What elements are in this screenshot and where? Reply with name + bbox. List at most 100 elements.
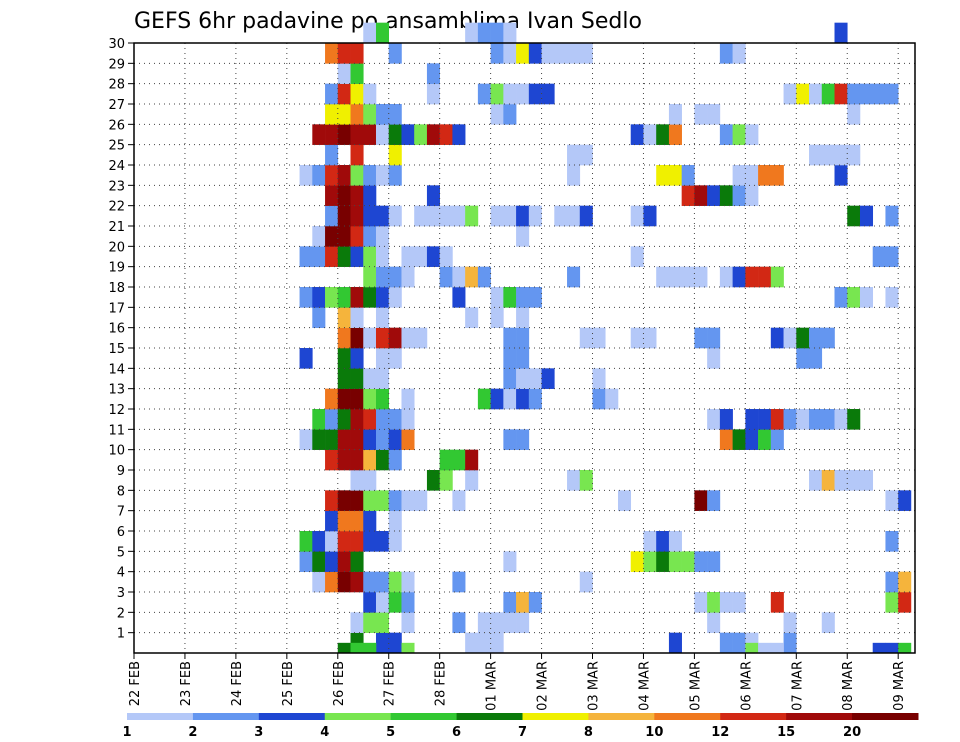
x-tick-label: 28 FEB bbox=[434, 661, 449, 706]
heatmap-cell bbox=[770, 429, 784, 450]
colorbar-segment bbox=[390, 713, 458, 720]
heatmap-cell bbox=[350, 63, 364, 84]
heatmap-cell bbox=[401, 642, 415, 654]
y-tick-label: 18 bbox=[108, 281, 125, 296]
heatmap-cell bbox=[477, 266, 491, 288]
colorbar-segment bbox=[127, 713, 194, 720]
y-tick-label: 26 bbox=[108, 118, 125, 133]
heatmap-cell bbox=[885, 287, 899, 308]
heatmap-cell bbox=[503, 368, 517, 389]
y-tick-label: 23 bbox=[108, 179, 125, 194]
heatmap-cell bbox=[732, 43, 746, 64]
heatmap-cell bbox=[859, 83, 874, 105]
y-tick-label: 4 bbox=[117, 566, 125, 581]
y-tick-label: 20 bbox=[108, 240, 125, 255]
heatmap-cell bbox=[745, 429, 759, 450]
heatmap-cell bbox=[375, 307, 390, 328]
heatmap-cell bbox=[388, 165, 402, 186]
heatmap-cell bbox=[503, 104, 517, 125]
heatmap-cell bbox=[477, 388, 491, 410]
x-tick-label: 08 MAR bbox=[841, 661, 856, 711]
heatmap-cell bbox=[375, 165, 390, 186]
heatmap-cell bbox=[337, 642, 351, 654]
heatmap-cell bbox=[592, 327, 606, 349]
heatmap-cell bbox=[503, 83, 517, 105]
colorbar-segment bbox=[852, 713, 919, 720]
heatmap-cell bbox=[516, 348, 530, 369]
heatmap-cell bbox=[375, 226, 390, 247]
heatmap-cell bbox=[796, 348, 810, 369]
heatmap-cell bbox=[694, 266, 708, 288]
heatmap-cell bbox=[490, 612, 504, 633]
heatmap-cell bbox=[516, 83, 530, 105]
heatmap-cell bbox=[299, 551, 313, 572]
heatmap-cell bbox=[337, 124, 351, 145]
heatmap-cell bbox=[388, 490, 402, 511]
heatmap-cell bbox=[528, 205, 542, 227]
colorbar-label: 7 bbox=[518, 725, 527, 740]
heatmap-cell bbox=[516, 612, 530, 633]
heatmap-cell bbox=[325, 205, 339, 227]
heatmap-cell bbox=[350, 571, 364, 593]
heatmap-cell bbox=[732, 165, 746, 186]
heatmap-cell bbox=[375, 612, 390, 633]
colorbar-label: 12 bbox=[711, 725, 729, 740]
heatmap-cell bbox=[401, 409, 415, 430]
heatmap-cell bbox=[885, 83, 899, 105]
colorbar-segment bbox=[654, 713, 721, 720]
heatmap-cell bbox=[465, 266, 479, 288]
heatmap-cell bbox=[528, 368, 542, 389]
heatmap-cell bbox=[325, 104, 339, 125]
heatmap-cell bbox=[299, 287, 313, 308]
heatmap-cell bbox=[350, 205, 364, 227]
heatmap-cell bbox=[388, 571, 402, 593]
heatmap-cell bbox=[579, 144, 593, 166]
heatmap-cell bbox=[516, 307, 530, 328]
heatmap-cell bbox=[528, 43, 542, 64]
y-tick-label: 29 bbox=[108, 57, 125, 72]
heatmap-cell bbox=[350, 144, 364, 166]
heatmap-cell bbox=[732, 632, 746, 654]
heatmap-cell bbox=[414, 124, 428, 145]
heatmap-cell bbox=[490, 22, 504, 44]
heatmap-cell bbox=[375, 429, 390, 450]
heatmap-cell bbox=[375, 490, 390, 511]
heatmap-cell bbox=[401, 612, 415, 633]
heatmap-cell bbox=[426, 470, 440, 491]
heatmap-cell bbox=[426, 63, 440, 84]
heatmap-cell bbox=[668, 531, 682, 552]
colorbar-label: 10 bbox=[645, 725, 663, 740]
heatmap-cell bbox=[770, 642, 784, 654]
heatmap-cell bbox=[375, 287, 390, 308]
heatmap-cell bbox=[579, 205, 593, 227]
heatmap-cell bbox=[414, 327, 428, 349]
heatmap-cell bbox=[350, 327, 364, 349]
heatmap-cell bbox=[325, 165, 339, 186]
heatmap-cell bbox=[477, 632, 491, 654]
heatmap-cell bbox=[426, 205, 440, 227]
heatmap-cell bbox=[325, 409, 339, 430]
heatmap-cell bbox=[783, 409, 797, 430]
heatmap-cell bbox=[350, 510, 364, 532]
heatmap-cell bbox=[350, 388, 364, 410]
heatmap-cell bbox=[643, 205, 657, 227]
heatmap-cell bbox=[363, 165, 377, 186]
heatmap-cell bbox=[872, 83, 886, 105]
heatmap-cell bbox=[579, 470, 593, 491]
heatmap-cell bbox=[452, 124, 466, 145]
heatmap-cell bbox=[490, 307, 504, 328]
heatmap-cell bbox=[477, 22, 491, 44]
heatmap-cell bbox=[388, 531, 402, 552]
heatmap-cell bbox=[554, 43, 568, 64]
heatmap-cell bbox=[834, 165, 848, 186]
heatmap-cell bbox=[567, 144, 581, 166]
colorbar-segment bbox=[588, 713, 655, 720]
x-tick-label: 01 MAR bbox=[485, 661, 500, 711]
heatmap-cell bbox=[541, 43, 555, 64]
heatmap-cell bbox=[630, 327, 644, 349]
heatmap-cell bbox=[325, 226, 339, 247]
colorbar-label: 20 bbox=[843, 725, 861, 740]
heatmap-cell bbox=[503, 592, 517, 613]
heatmap-cell bbox=[668, 124, 682, 145]
heatmap-cell bbox=[325, 144, 339, 166]
